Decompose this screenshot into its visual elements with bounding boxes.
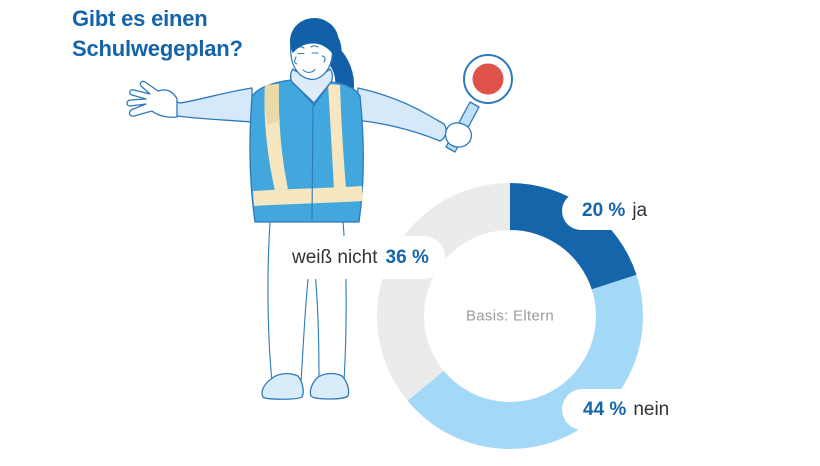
open-hand	[126, 80, 178, 118]
hair-front	[290, 18, 340, 60]
paddle-arm	[355, 87, 447, 142]
callout-nein: 44 % nein	[562, 389, 688, 430]
ear	[321, 55, 326, 63]
undershirt	[290, 77, 332, 106]
shoes	[261, 372, 350, 400]
callout-weiss-nicht: weiß nicht 36 %	[281, 236, 445, 279]
callout-ja-label: ja	[632, 200, 648, 221]
collar	[289, 68, 334, 104]
page-title: Gibt es einen Schulwegeplan?	[72, 4, 243, 64]
callout-ja-value: 20 %	[582, 200, 626, 221]
donut-slice-wei-nicht	[376, 183, 510, 401]
gripping-hand	[444, 122, 472, 148]
chart-basis-label: Basis: Eltern	[465, 307, 555, 325]
extended-arm	[126, 80, 253, 123]
vest-stripe-right	[328, 84, 346, 189]
callout-nein-value: 44 %	[583, 398, 627, 420]
callout-weiss-nicht-label: weiß nicht	[292, 246, 378, 268]
page-title-line1: Gibt es einen	[72, 6, 208, 31]
face-features	[294, 45, 319, 73]
callout-weiss-nicht-value: 36 %	[385, 246, 429, 268]
stop-paddle-icon	[444, 54, 513, 153]
head	[289, 18, 340, 81]
safety-vest	[249, 68, 364, 223]
vest-stripe-band	[253, 186, 363, 206]
donut-slice-ja	[510, 183, 637, 290]
page-title-line2: Schulwegeplan?	[72, 36, 243, 61]
hair-ponytail	[315, 19, 355, 110]
vest-stripe-left	[264, 84, 288, 191]
callout-ja: 20 % ja	[562, 192, 664, 230]
stop-paddle-red-disc	[472, 63, 504, 95]
callout-nein-label: nein	[633, 398, 670, 420]
